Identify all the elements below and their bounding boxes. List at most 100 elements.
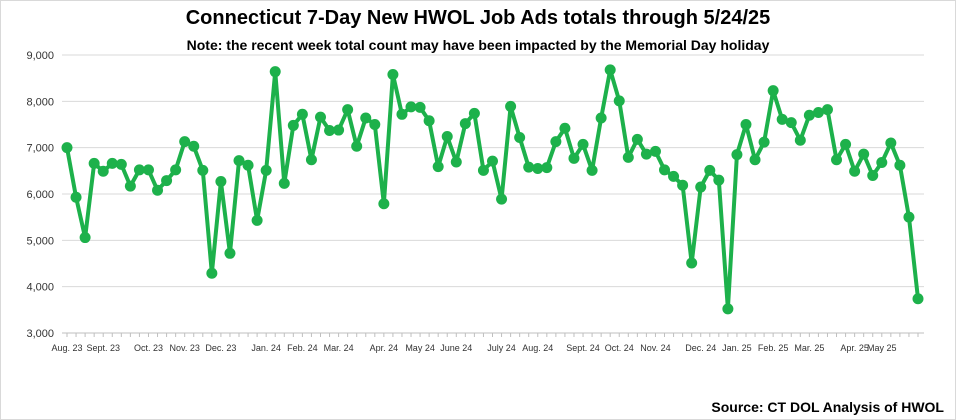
data-point	[133, 164, 145, 176]
data-point	[604, 64, 616, 76]
data-point	[360, 112, 372, 124]
x-tick-label: Aug. 23	[51, 343, 82, 353]
data-point	[541, 162, 553, 174]
x-tick-label: June 24	[440, 343, 472, 353]
data-point	[242, 159, 254, 171]
data-point	[559, 122, 571, 134]
data-point	[342, 104, 354, 116]
data-point	[224, 247, 236, 259]
data-point	[903, 211, 915, 223]
data-point	[152, 184, 164, 196]
data-point	[441, 131, 453, 143]
data-point	[97, 165, 109, 177]
y-tick-label: 8,000	[26, 96, 54, 108]
y-tick-label: 5,000	[26, 235, 54, 247]
y-tick-label: 3,000	[26, 328, 54, 340]
x-tick-label: Apr. 24	[370, 343, 399, 353]
data-point	[88, 157, 100, 169]
data-point	[170, 164, 182, 176]
data-point	[251, 214, 263, 226]
data-point	[432, 161, 444, 173]
data-point	[115, 158, 127, 170]
x-tick-label: Sept. 24	[566, 343, 600, 353]
data-point	[640, 148, 652, 160]
data-point	[794, 134, 806, 146]
data-point	[622, 151, 634, 163]
x-tick-label: Oct. 24	[605, 343, 634, 353]
data-point	[278, 177, 290, 189]
x-tick-label: July 24	[487, 343, 516, 353]
chart-source: Source: CT DOL Analysis of HWOL	[711, 399, 944, 415]
data-point	[287, 119, 299, 131]
data-point	[677, 179, 689, 191]
data-point	[885, 137, 897, 149]
chart-title: Connecticut 7-Day New HWOL Job Ads total…	[185, 7, 771, 29]
data-point	[631, 133, 643, 145]
data-point	[414, 101, 426, 113]
data-point	[659, 164, 671, 176]
x-tick-label: Mar. 25	[794, 343, 824, 353]
data-point	[894, 159, 906, 171]
series-group	[61, 64, 924, 315]
data-point	[812, 106, 824, 118]
y-tick-label: 9,000	[26, 50, 54, 62]
data-point	[831, 154, 843, 166]
x-tick-label: Aug. 24	[522, 343, 553, 353]
data-point	[61, 142, 73, 154]
data-point	[260, 164, 272, 176]
data-point	[586, 164, 598, 176]
data-point	[568, 152, 580, 164]
data-point	[161, 175, 173, 187]
data-point	[369, 119, 381, 130]
x-tick-label: Nov. 24	[640, 343, 670, 353]
data-point	[550, 136, 562, 148]
data-point	[722, 303, 734, 315]
data-point	[758, 136, 770, 148]
data-point	[333, 124, 345, 136]
data-point	[450, 156, 462, 168]
data-point	[468, 107, 480, 119]
x-tick-label: Feb. 25	[758, 343, 789, 353]
data-point	[324, 125, 336, 137]
data-point	[314, 111, 326, 123]
data-point	[532, 163, 544, 175]
x-axis: Aug. 23 Sept. 23 Oct. 23 Nov. 23 Dec. 23 Jan.…	[51, 333, 919, 353]
data-point	[423, 115, 435, 127]
data-point	[613, 95, 625, 107]
data-point	[142, 164, 154, 176]
data-point	[686, 257, 698, 269]
y-tick-label: 4,000	[26, 282, 54, 294]
data-point	[197, 164, 209, 176]
data-point	[459, 118, 471, 130]
x-tick-label: Dec. 23	[205, 343, 236, 353]
data-point	[803, 109, 815, 121]
data-point	[215, 175, 227, 187]
data-point	[378, 198, 390, 210]
data-point	[695, 181, 707, 193]
x-tick-label: Mar. 24	[324, 343, 354, 353]
data-point	[577, 138, 589, 150]
data-point	[477, 164, 489, 176]
data-point	[487, 155, 498, 167]
y-tick-label: 6,000	[26, 189, 54, 201]
x-tick-label: Oct. 23	[134, 343, 163, 353]
data-point	[233, 155, 245, 167]
data-point	[269, 66, 281, 78]
data-point	[912, 293, 924, 305]
data-point	[776, 113, 788, 125]
data-point	[405, 101, 417, 113]
x-tick-label: Dec. 24	[685, 343, 716, 353]
data-point	[649, 145, 661, 157]
x-tick-label: Jan. 24	[251, 343, 281, 353]
data-point	[740, 119, 752, 130]
data-point	[206, 267, 218, 279]
data-point	[79, 232, 91, 244]
y-axis-ticks: 3,000 4,000 5,000 6,000 7,000 8,000 9,000	[26, 50, 54, 340]
data-point	[713, 174, 725, 186]
data-point	[704, 164, 716, 176]
data-point	[858, 148, 870, 160]
series-line	[65, 67, 920, 311]
data-point	[396, 108, 408, 120]
